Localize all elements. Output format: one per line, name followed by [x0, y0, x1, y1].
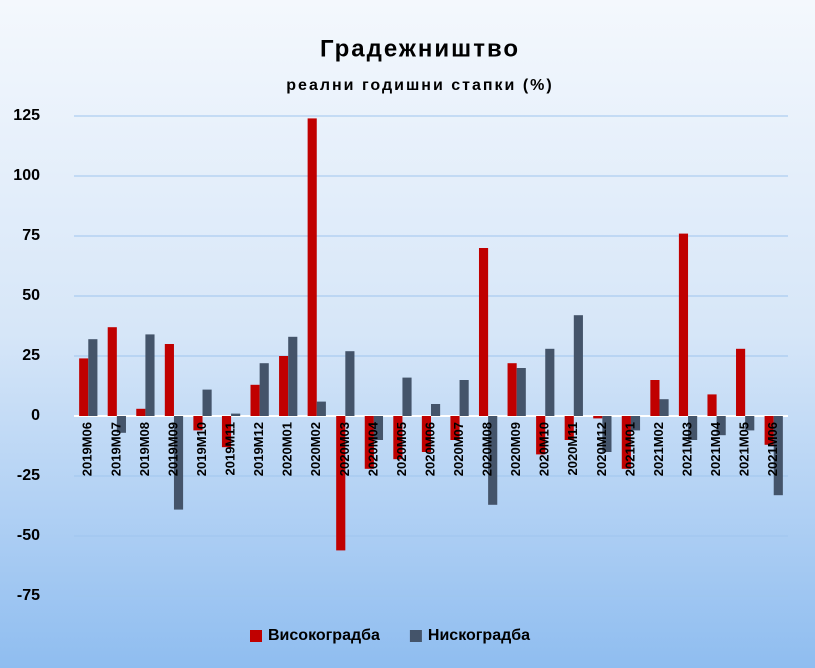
bar: [545, 348, 555, 416]
y-tick-label: 75: [22, 227, 40, 244]
bar: [688, 416, 698, 440]
bar: [279, 356, 289, 416]
y-tick-label: -75: [17, 587, 40, 604]
x-tick-label: 2020M06: [422, 422, 437, 476]
x-tick-label: 2020M12: [594, 422, 609, 476]
bar: [202, 389, 212, 416]
bar: [602, 416, 612, 452]
bar: [630, 416, 641, 431]
y-tick-label: 0: [31, 407, 40, 424]
y-tick-label: 50: [22, 287, 40, 304]
bar: [478, 248, 489, 416]
bar: [564, 416, 574, 440]
legend-label: Нискоградба: [428, 627, 530, 644]
x-tick-label: 2019M10: [194, 422, 209, 476]
bar: [736, 348, 746, 416]
x-tick-label: 2020M11: [565, 422, 580, 476]
bar: [145, 334, 155, 416]
bar: [193, 416, 203, 431]
x-tick-label: 2021M06: [765, 422, 780, 476]
x-tick-label: 2021M01: [622, 422, 637, 476]
bar: [450, 416, 460, 440]
x-tick-label: 2019M11: [223, 422, 238, 476]
x-tick-label: 2020M03: [337, 422, 352, 476]
x-tick-label: 2020M08: [480, 422, 495, 476]
bar: [659, 399, 669, 416]
bar: [250, 384, 260, 416]
bar: [402, 377, 412, 416]
bar: [79, 358, 89, 416]
chart-title: Градежништво: [320, 35, 520, 62]
x-tick-label: 2021M04: [708, 421, 723, 476]
bar: [650, 380, 660, 416]
bar: [173, 416, 184, 510]
x-tick-label: 2020M05: [394, 422, 409, 476]
bar: [488, 416, 498, 505]
bar: [136, 408, 146, 416]
bar: [773, 416, 783, 496]
x-tick-label: 2021M03: [679, 422, 694, 476]
bar: [393, 416, 403, 460]
y-tick-label: 100: [13, 167, 40, 184]
bar: [678, 233, 689, 416]
legend-swatch: [250, 630, 262, 642]
chart-subtitle: реални годишни стапки (%): [286, 77, 553, 94]
bar: [259, 363, 269, 416]
legend-swatch: [409, 630, 422, 642]
x-tick-label: 2020M04: [365, 421, 380, 476]
bar: [231, 413, 241, 416]
x-tick-label: 2019M09: [165, 422, 180, 476]
y-tick-label: -50: [17, 527, 40, 544]
bar: [431, 404, 441, 416]
x-tick-label: 2019M07: [108, 422, 123, 476]
x-tick-label: 2019M08: [137, 422, 152, 476]
bar: [307, 118, 317, 417]
bar: [764, 416, 774, 445]
bar: [593, 416, 603, 419]
x-tick-label: 2021M05: [737, 422, 752, 476]
x-tick-label: 2020M07: [451, 422, 466, 476]
x-tick-label: 2020M10: [537, 422, 552, 476]
bar: [364, 416, 374, 469]
bar: [707, 394, 717, 416]
y-tick-label: 125: [13, 107, 40, 124]
bar: [288, 336, 298, 416]
bar: [116, 416, 126, 433]
x-tick-label: 2019M06: [80, 422, 95, 476]
y-tick-label: -25: [17, 467, 40, 484]
bar: [716, 416, 726, 436]
bar: [107, 327, 117, 416]
bar: [336, 416, 346, 551]
bar: [345, 351, 355, 416]
x-tick-label: 2019M12: [251, 422, 266, 476]
x-tick-label: 2020M02: [308, 422, 323, 476]
bar: [421, 416, 431, 452]
bar: [507, 363, 517, 416]
bar: [573, 315, 583, 416]
bar: [459, 380, 469, 416]
bar: [536, 416, 546, 455]
bar: [621, 416, 631, 469]
bar: [164, 344, 174, 416]
bar: [221, 416, 232, 448]
bar: [516, 368, 526, 416]
x-tick-label: 2021M02: [651, 422, 666, 476]
bar: [373, 416, 384, 440]
bar: [316, 401, 326, 416]
x-tick-label: 2020M09: [508, 422, 523, 476]
x-tick-label: 2020M01: [280, 422, 295, 476]
y-tick-label: 25: [22, 347, 40, 364]
bar: [745, 416, 755, 431]
legend-label: Високоградба: [268, 627, 380, 644]
bar: [88, 339, 98, 416]
